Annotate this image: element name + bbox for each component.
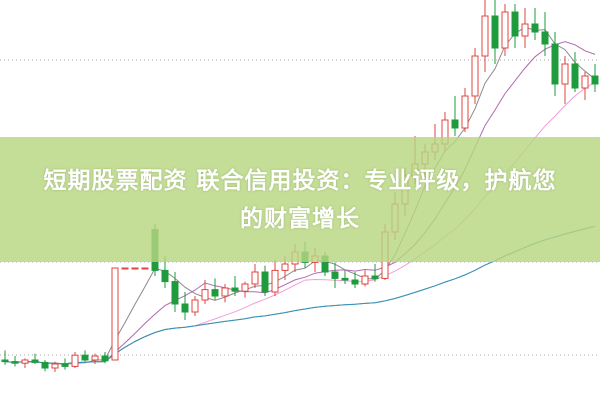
candle-down xyxy=(41,361,49,369)
candle-down xyxy=(81,354,89,361)
candle-down xyxy=(571,63,579,89)
candle-down xyxy=(541,31,549,45)
candle-up xyxy=(241,283,249,292)
candle-down xyxy=(1,359,9,363)
candle-down xyxy=(371,275,379,279)
candle-up xyxy=(201,289,209,301)
banner-title-line-2: 的财富增长 xyxy=(240,205,360,232)
candle-down xyxy=(591,75,599,85)
candle-up xyxy=(361,275,369,285)
candle-up xyxy=(21,359,29,364)
candle-up xyxy=(561,63,569,85)
candle-up xyxy=(271,269,279,293)
candle-up xyxy=(471,55,479,97)
candle-down xyxy=(511,11,519,37)
candle-down xyxy=(451,119,459,129)
candle-up xyxy=(221,287,229,297)
candle-up xyxy=(141,267,149,270)
candle-up xyxy=(581,75,589,89)
candle-down xyxy=(231,287,239,292)
candle-down xyxy=(11,361,19,364)
candle-up xyxy=(111,267,119,361)
banner-title-line-1: 短期股票配资 联合信用投资：专业评级，护航您 xyxy=(43,167,557,194)
candle-up xyxy=(71,354,79,367)
candle-down xyxy=(551,43,559,85)
candle-down xyxy=(211,289,219,297)
candle-down xyxy=(331,271,339,279)
candle-up xyxy=(131,267,139,270)
candle-up xyxy=(501,11,509,49)
candle-up xyxy=(121,267,129,270)
candle-down xyxy=(101,355,109,362)
candle-down xyxy=(531,23,539,33)
candle-up xyxy=(191,299,199,313)
candle-down xyxy=(341,277,349,281)
title-banner: 短期股票配资 联合信用投资：专业评级，护航您 的财富增长 xyxy=(0,137,600,262)
candle-up xyxy=(281,263,289,271)
candle-up xyxy=(481,15,489,57)
candle-down xyxy=(261,271,269,293)
candle-down xyxy=(161,269,169,283)
candle-down xyxy=(351,279,359,285)
candle-down xyxy=(181,303,189,313)
candle-down xyxy=(31,359,39,363)
candle-up xyxy=(521,23,529,37)
candle-down xyxy=(61,363,69,367)
candle-up xyxy=(251,271,259,285)
candle-up xyxy=(51,363,59,369)
candle-up xyxy=(461,95,469,129)
candle-down xyxy=(491,15,499,49)
candle-up xyxy=(91,355,99,361)
candle-down xyxy=(171,281,179,305)
